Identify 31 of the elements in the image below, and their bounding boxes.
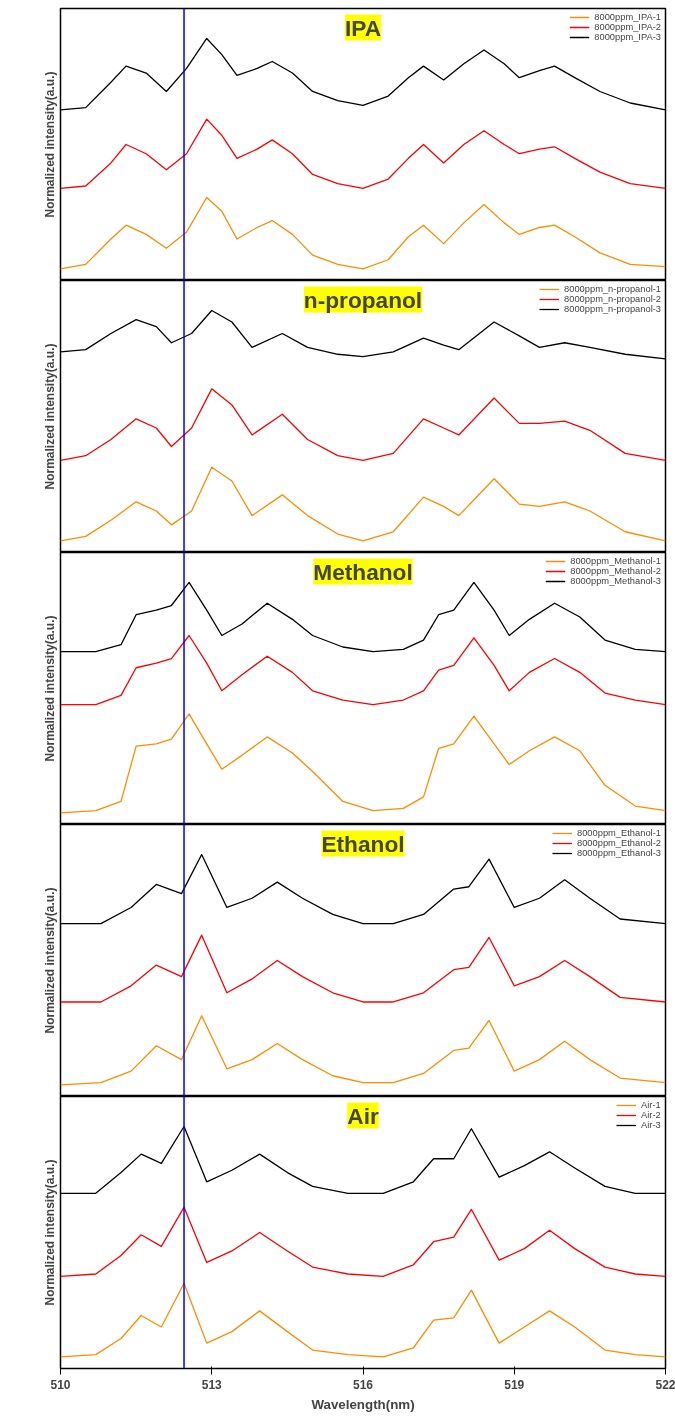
y-axis-title: Normalized intensity(a.u.) (42, 1159, 57, 1306)
chart-title: IPA (344, 14, 382, 41)
legend-label: 8000ppm_IPA-1 (594, 12, 661, 22)
legend-label: 8000ppm_n-propanol-1 (564, 284, 661, 294)
chart-title: Methanol (313, 558, 413, 585)
x-axis-title: Wavelength(nm) (311, 1396, 415, 1412)
legend-label: Air-1 (641, 1100, 661, 1110)
legend-label: 8000ppm_IPA-2 (594, 22, 661, 32)
chart-title: n-propanol (303, 286, 423, 313)
legend-label: Air-3 (641, 1120, 661, 1130)
legend-label: 8000ppm_n-propanol-3 (564, 304, 661, 314)
x-tick-label: 513 (201, 1377, 223, 1392)
x-tick-label: 522 (655, 1377, 675, 1392)
x-tick-label: 516 (352, 1377, 374, 1392)
y-axis-title: Normalized intensity(a.u.) (42, 343, 57, 490)
chart-title: Ethanol (321, 830, 405, 857)
y-axis-title: Normalized intensity(a.u.) (42, 615, 57, 762)
y-axis-title: Normalized intensity(a.u.) (42, 71, 57, 218)
chart-title: Air (347, 1102, 379, 1129)
legend-label: 8000ppm_Methanol-1 (570, 556, 661, 566)
legend-label: 8000ppm_Methanol-3 (570, 576, 661, 586)
y-axis-title: Normalized intensity(a.u.) (42, 887, 57, 1034)
x-tick-label: 519 (504, 1377, 525, 1392)
x-tick-label: 510 (50, 1377, 71, 1392)
legend-label: 8000ppm_n-propanol-2 (564, 294, 661, 304)
legend-label: 8000ppm_Methanol-2 (570, 566, 661, 576)
legend-label: 8000ppm_Ethanol-3 (576, 848, 661, 858)
legend-label: 8000ppm_IPA-3 (594, 32, 661, 42)
legend-label: 8000ppm_Ethanol-1 (576, 828, 661, 838)
legend-label: 8000ppm_Ethanol-2 (576, 838, 661, 848)
legend-label: Air-2 (641, 1110, 661, 1120)
